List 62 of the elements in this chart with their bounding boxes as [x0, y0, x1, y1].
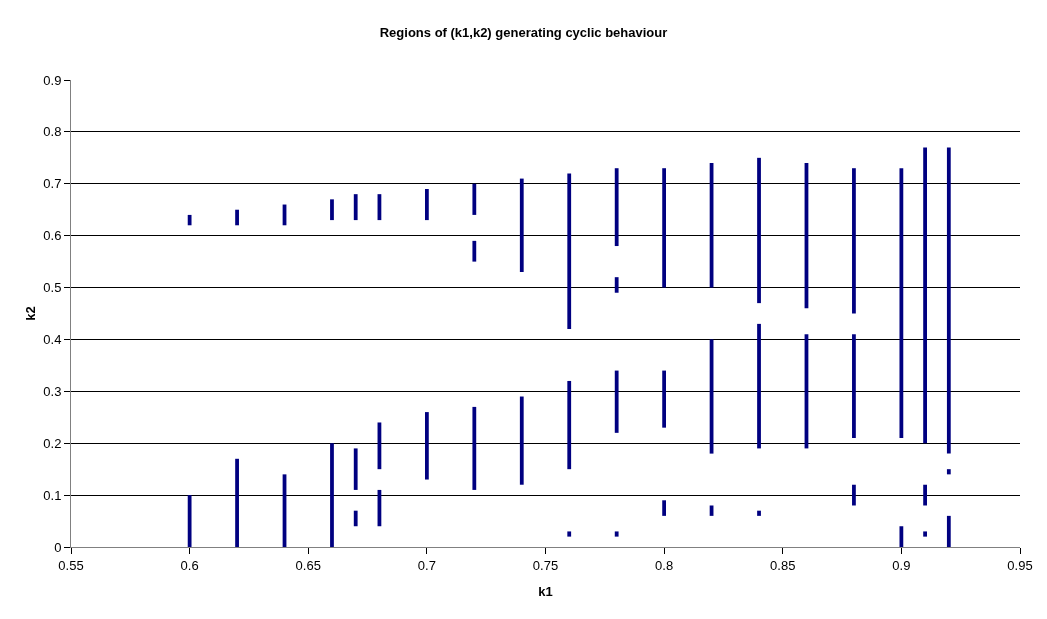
bar — [519, 178, 524, 272]
bar — [946, 515, 951, 547]
x-tick-label: 0.9 — [892, 557, 911, 573]
chart-title: Regions of (k1,k2) generating cyclic behaviour — [379, 24, 668, 40]
y-tick-label: 0.5 — [43, 280, 62, 296]
x-tick-label: 0.65 — [295, 557, 321, 573]
bar — [852, 168, 856, 314]
bar — [923, 484, 927, 506]
bar — [567, 173, 572, 330]
x-tick-label: 0.85 — [770, 557, 796, 573]
bar — [330, 443, 334, 547]
bar — [852, 334, 856, 439]
bar — [662, 500, 667, 516]
y-tick-label: 0.2 — [43, 435, 62, 451]
bar — [923, 531, 927, 537]
bar — [187, 495, 192, 547]
bar — [946, 469, 951, 475]
bar — [946, 147, 951, 454]
bar — [353, 194, 358, 221]
bar — [662, 168, 667, 288]
bar — [614, 531, 619, 537]
y-tick-label: 0 — [54, 539, 62, 555]
x-tick-label: 0.75 — [532, 557, 559, 573]
y-tick-label: 0.9 — [43, 72, 62, 88]
bar — [187, 214, 192, 226]
x-tick-label: 0.6 — [180, 557, 199, 573]
bar — [519, 396, 524, 485]
x-tick-label: 0.95 — [1007, 557, 1033, 573]
bar — [614, 277, 619, 293]
bar — [353, 448, 358, 490]
x-tick-label: 0.7 — [417, 557, 436, 573]
bar — [424, 188, 429, 221]
bar — [757, 510, 761, 516]
bar — [472, 240, 477, 262]
bar — [353, 510, 358, 527]
y-tick-label: 0.6 — [43, 228, 62, 244]
x-axis-title: k1 — [538, 584, 553, 599]
bar — [472, 183, 477, 215]
y-tick-label: 0.3 — [43, 383, 62, 399]
bar — [757, 157, 761, 304]
bar — [614, 168, 619, 247]
bar — [899, 526, 904, 547]
bar — [899, 168, 904, 439]
bar — [923, 147, 927, 444]
bar — [235, 209, 239, 226]
bar — [567, 531, 572, 537]
bar — [852, 484, 856, 506]
bar — [472, 406, 477, 490]
y-tick-label: 0.1 — [43, 487, 62, 503]
bar — [757, 323, 761, 449]
y-axis-title: k2 — [23, 306, 38, 321]
x-tick-label: 0.55 — [58, 557, 84, 573]
bar — [424, 412, 429, 480]
bar — [330, 199, 334, 221]
bar — [235, 458, 239, 547]
bar — [662, 370, 667, 428]
y-tick-label: 0.4 — [43, 331, 62, 347]
y-tick-label: 0.8 — [43, 124, 62, 140]
y-tick-label: 0.7 — [43, 176, 62, 192]
x-tick-label: 0.8 — [655, 557, 674, 573]
bar — [567, 380, 572, 470]
bar — [614, 370, 619, 433]
